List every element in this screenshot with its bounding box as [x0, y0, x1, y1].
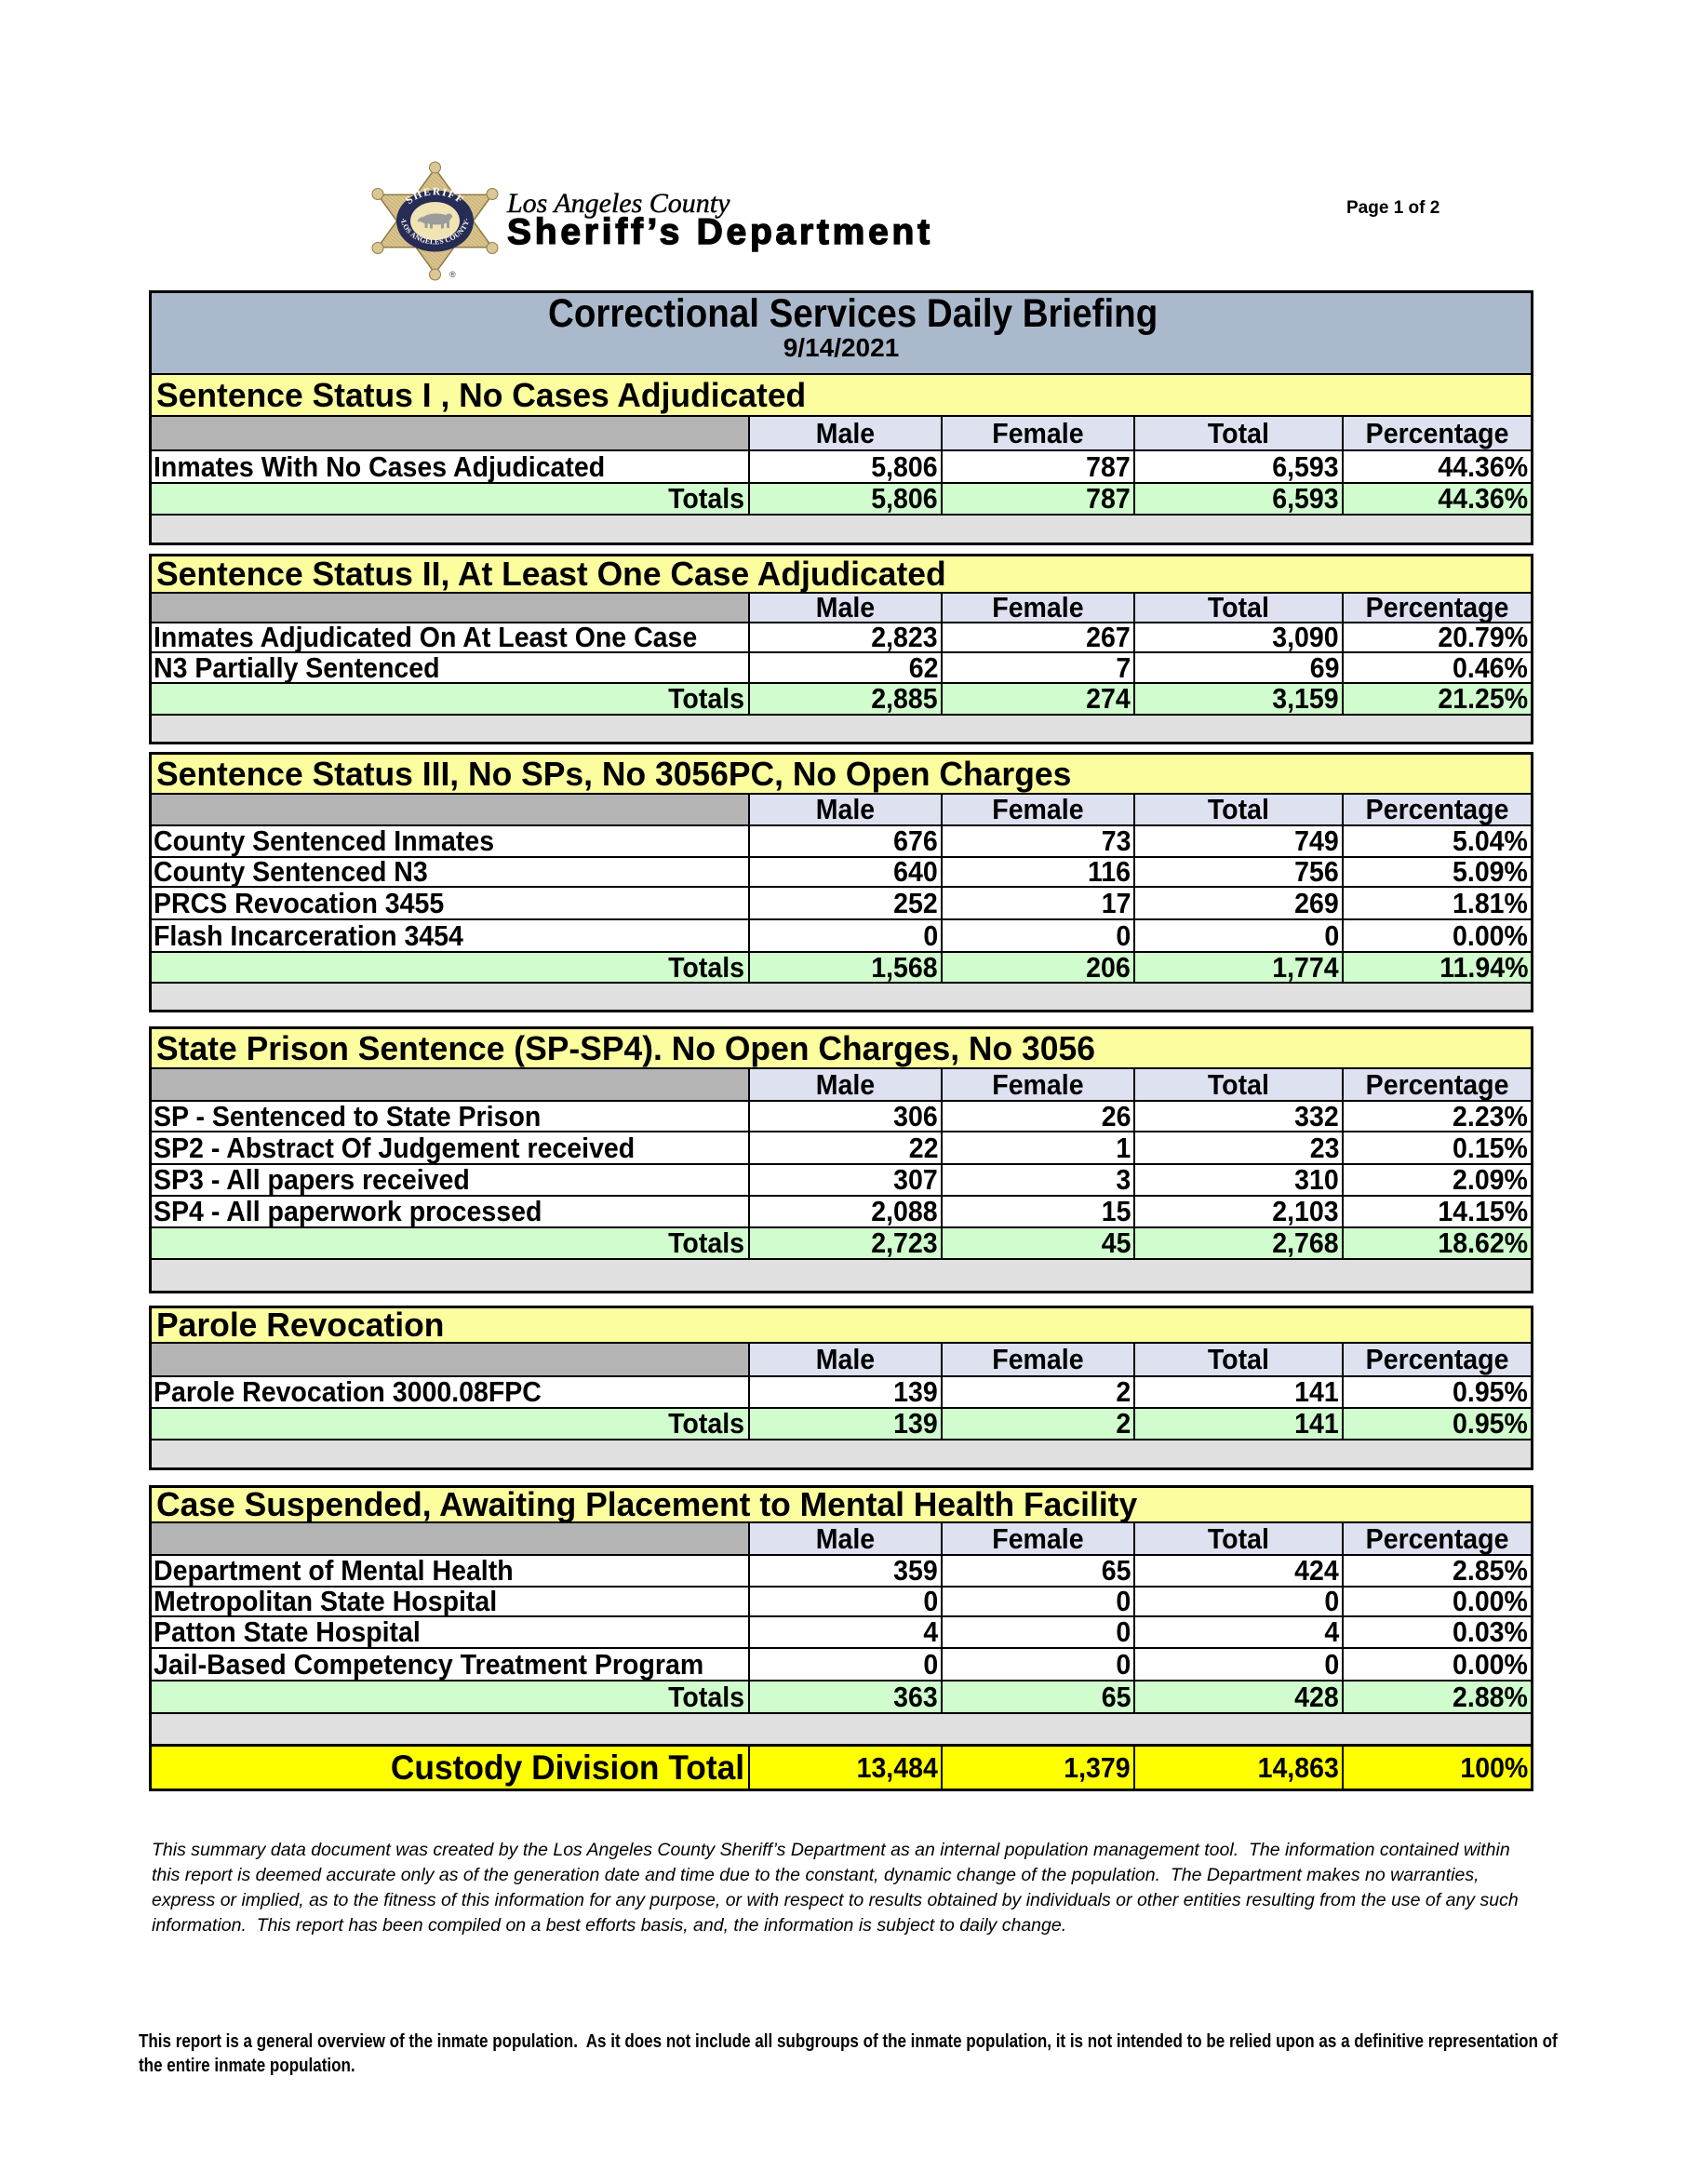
svg-text:®: ®: [449, 270, 456, 279]
